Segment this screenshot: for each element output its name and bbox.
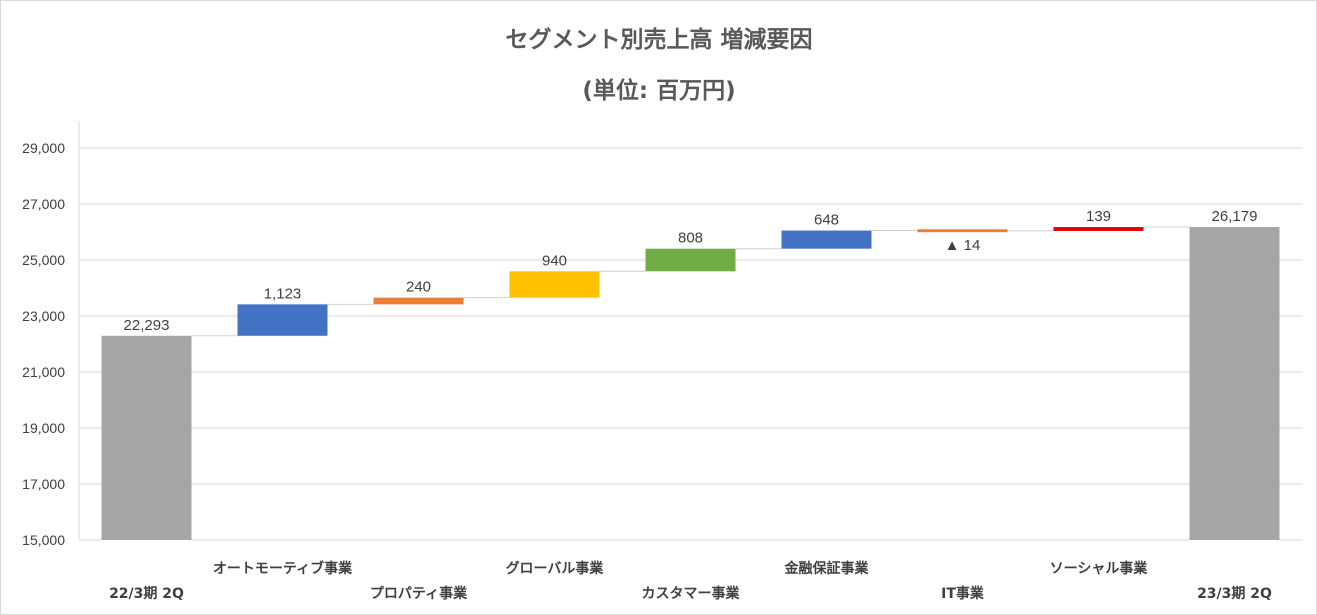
data-label: ▲ 14 xyxy=(945,237,981,254)
bar xyxy=(1189,226,1280,540)
y-tick-label: 17,000 xyxy=(22,476,65,492)
category-label: グローバル事業 xyxy=(506,560,605,577)
bar xyxy=(917,229,1008,233)
data-label: 22,293 xyxy=(124,317,170,334)
category-label: 23/3期 2Q xyxy=(1197,586,1272,602)
bar xyxy=(1053,227,1144,231)
category-label: ソーシャル事業 xyxy=(1050,560,1149,577)
bar xyxy=(645,248,736,272)
bars xyxy=(101,226,1280,541)
bar xyxy=(373,297,464,305)
y-tick-label: 29,000 xyxy=(22,140,65,156)
bar xyxy=(781,230,872,249)
y-tick-label: 23,000 xyxy=(22,308,65,324)
category-label: カスタマー事業 xyxy=(642,585,741,602)
bar xyxy=(237,304,328,336)
data-label: 139 xyxy=(1086,208,1111,225)
category-label: 22/3期 2Q xyxy=(109,586,184,602)
y-tick-label: 25,000 xyxy=(22,252,65,268)
category-label: 金融保証事業 xyxy=(784,560,870,577)
y-tick-label: 27,000 xyxy=(22,196,65,212)
bar xyxy=(509,271,600,298)
category-label: IT事業 xyxy=(941,585,985,602)
data-label: 940 xyxy=(542,252,567,269)
connector-lines xyxy=(191,226,1190,337)
chart-title: セグメント別売上高 増減要因 xyxy=(505,26,812,53)
y-tick-label: 19,000 xyxy=(22,420,65,436)
data-label: 26,179 xyxy=(1212,208,1258,225)
data-label: 648 xyxy=(814,212,839,229)
chart-subtitle: (単位: 百万円) xyxy=(582,77,735,104)
y-axis-ticks: 15,000 17,000 19,000 21,000 23,000 25,000 27,0… xyxy=(22,140,65,548)
category-label: プロパティ事業 xyxy=(370,585,468,602)
data-label: 240 xyxy=(406,279,431,296)
category-label: オートモーティブ事業 xyxy=(213,560,353,577)
data-label: 1,123 xyxy=(264,285,302,302)
data-labels: 22,293 1,123 240 940 808 648 ▲ 14 139 26,179 xyxy=(124,208,1258,334)
bar xyxy=(101,335,192,540)
y-tick-label: 21,000 xyxy=(22,364,65,380)
data-label: 808 xyxy=(678,230,703,247)
y-tick-label: 15,000 xyxy=(22,532,65,548)
